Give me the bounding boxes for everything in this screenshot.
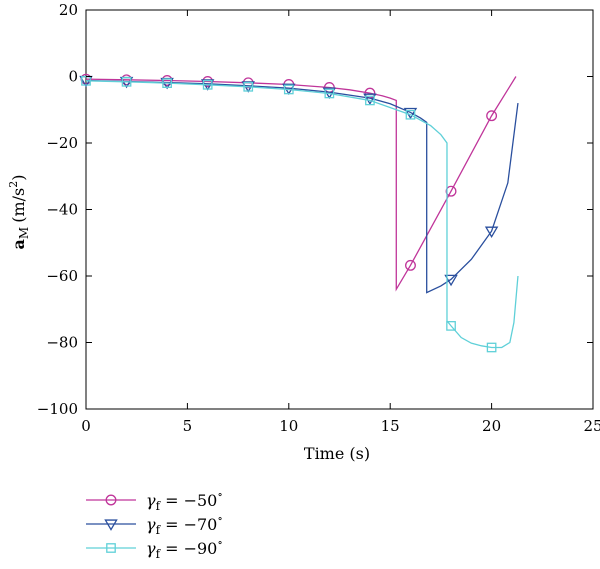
legend-label-degree: ∘: [217, 512, 222, 525]
data-point: [486, 110, 498, 122]
legend-label: γf = −90∘: [146, 536, 223, 561]
y-tick-label: 20: [59, 1, 78, 19]
y-axis-label-close: ): [9, 175, 28, 181]
data-point: [243, 81, 254, 92]
y-axis-label-sup: 2: [7, 181, 20, 188]
series-1: [80, 73, 517, 292]
series-line: [85, 76, 517, 292]
data-point: [445, 185, 457, 197]
legend-label-value: = −50: [160, 491, 217, 510]
data-point: [363, 93, 377, 105]
series-layer: [79, 73, 519, 353]
legend-item-1: γf = −50∘: [86, 488, 223, 513]
x-tick-label: 10: [279, 417, 298, 435]
legend-label-value: = −70: [160, 515, 217, 534]
legend-label-symbol: γ: [146, 539, 156, 558]
x-tick-label: 15: [381, 417, 400, 435]
ticks-layer: 0 5 10 15 20 25 20 0 −20 −40 −60 −80 −100: [37, 1, 600, 435]
data-point: [484, 226, 499, 238]
data-point: [405, 109, 416, 120]
data-point: [405, 259, 416, 271]
legend-item-3: γf = −90∘: [86, 536, 223, 561]
y-tick-label: −60: [46, 267, 78, 285]
x-axis-label: Time (s): [304, 444, 370, 463]
x-tick-label: 5: [183, 417, 193, 435]
plot-area: [85, 9, 594, 410]
legend-label: γf = −70∘: [146, 512, 223, 537]
data-point: [162, 78, 172, 88]
legend-item-2: γf = −70∘: [86, 512, 223, 537]
data-point: [446, 321, 456, 331]
series-3: [81, 75, 519, 353]
legend-marker: [104, 519, 118, 531]
data-point: [121, 76, 132, 87]
data-point: [444, 274, 458, 287]
y-axis-label-main: a: [9, 239, 28, 249]
data-point: [202, 79, 213, 90]
plot-frame: [85, 9, 594, 410]
y-tick-label: 0: [68, 68, 78, 86]
legend-marker: [106, 543, 116, 553]
series-line: [85, 80, 519, 349]
legend-label-sub: f: [156, 547, 162, 561]
x-tick-label: 25: [583, 417, 600, 435]
series-2: [79, 75, 519, 294]
data-point: [486, 342, 497, 353]
legend-label-degree: ∘: [217, 488, 222, 501]
y-tick-label: −40: [46, 201, 78, 219]
y-axis-label-unit: (m/s: [9, 188, 28, 223]
y-axis-label-sub: M: [17, 227, 31, 239]
x-tick-label: 20: [482, 417, 501, 435]
legend-label: γf = −50∘: [146, 488, 223, 513]
y-tick-label: −100: [37, 400, 78, 418]
legend-label-symbol: γ: [146, 491, 156, 510]
data-point: [324, 88, 335, 99]
legend-marker: [105, 494, 117, 506]
data-point: [365, 95, 375, 106]
legend: γf = −50∘γf = −70∘γf = −90∘: [86, 488, 223, 561]
legend-label-value: = −90: [160, 539, 217, 558]
y-axis-label: aM (m/s2): [7, 175, 31, 250]
series-line: [85, 79, 519, 294]
x-tick-label: 0: [81, 417, 91, 435]
legend-label-degree: ∘: [217, 536, 222, 549]
y-tick-label: −80: [46, 334, 78, 352]
legend-label-symbol: γ: [146, 515, 156, 534]
legend-label-sub: f: [156, 499, 162, 513]
data-point: [283, 84, 294, 95]
legend-label-sub: f: [156, 523, 162, 537]
y-tick-label: −20: [46, 134, 78, 152]
